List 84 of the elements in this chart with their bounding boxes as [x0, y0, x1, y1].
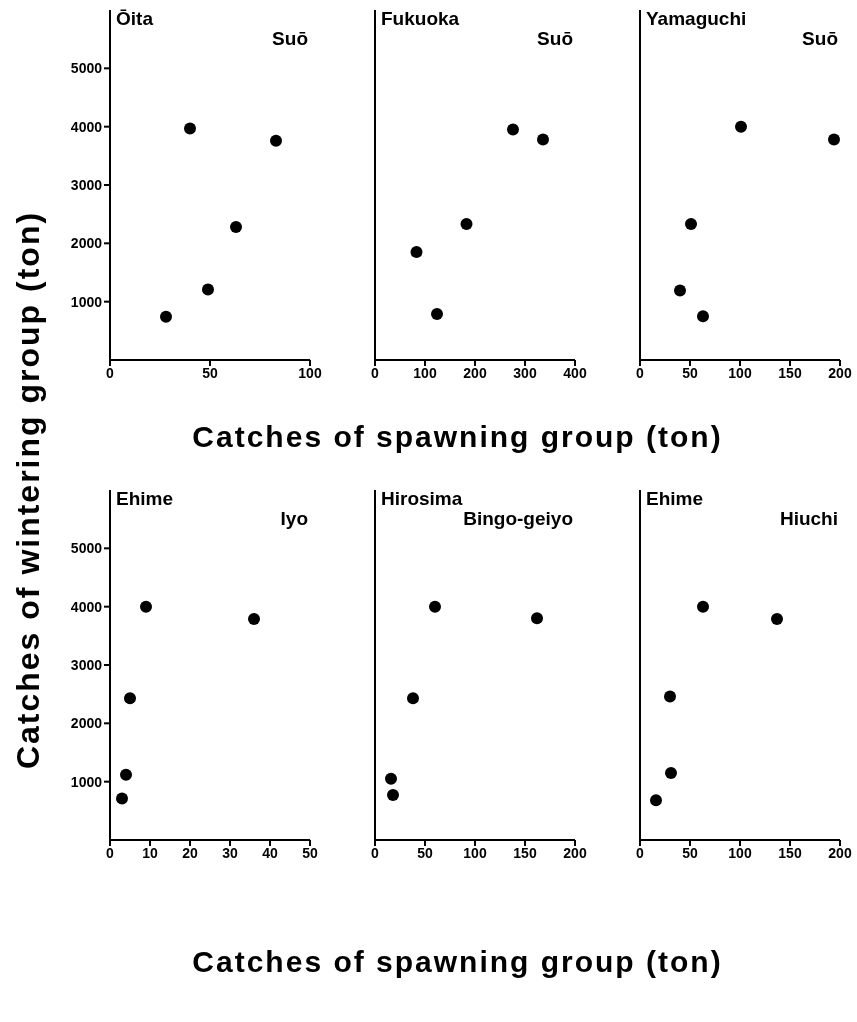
- x-tick-label: 40: [262, 844, 278, 861]
- point: [735, 120, 747, 133]
- y-tick-label: 1000: [70, 773, 103, 790]
- point: [184, 122, 196, 135]
- x-tick-label: 10: [142, 844, 158, 861]
- x-tick-label: 300: [513, 364, 537, 381]
- y-tick-label: 4000: [70, 598, 103, 615]
- y-tick-label: 2000: [70, 235, 103, 252]
- point: [124, 692, 136, 705]
- x-tick-label: 100: [413, 364, 437, 381]
- y-axis-title: Catches of wintering group (ton): [10, 209, 47, 772]
- point: [248, 612, 260, 625]
- chart-title: Ehime: [116, 488, 174, 510]
- point: [116, 792, 128, 805]
- text: Suō: [802, 28, 838, 50]
- text: Suō: [537, 28, 573, 50]
- point: [387, 789, 399, 802]
- x-tick-label: 20: [182, 844, 198, 861]
- chart-title: Hirosima: [381, 488, 463, 510]
- x-axis-title: Catches of spawning group (ton): [191, 945, 724, 979]
- x-tick-label: 50: [202, 364, 218, 381]
- x-tick-label: 0: [636, 364, 645, 381]
- point: [385, 772, 397, 785]
- y-tick-label: 3000: [70, 176, 103, 193]
- point: [230, 221, 242, 233]
- point: [410, 246, 423, 259]
- point: [507, 123, 519, 136]
- point: [531, 612, 543, 625]
- x-tick-label: 150: [778, 844, 802, 861]
- text: Hiuchi: [779, 508, 838, 530]
- x-tick-label: 100: [728, 364, 752, 381]
- point: [160, 310, 172, 323]
- point: [537, 133, 549, 146]
- x-tick-label: 0: [371, 844, 380, 861]
- point: [674, 284, 686, 297]
- text: Suō: [272, 28, 308, 50]
- x-tick-label: 200: [828, 844, 852, 861]
- point: [828, 133, 840, 146]
- point: [407, 692, 419, 705]
- point: [664, 690, 676, 703]
- point: [431, 307, 443, 320]
- chart-title: Ehime: [646, 488, 704, 510]
- x-tick-label: 200: [563, 844, 587, 861]
- x-tick-label: 200: [828, 364, 852, 381]
- point: [650, 794, 662, 807]
- x-tick-label: 50: [682, 844, 698, 861]
- point: [697, 600, 709, 613]
- point: [665, 766, 677, 779]
- x-tick-label: 150: [513, 844, 537, 861]
- x-tick-label: 400: [563, 364, 587, 381]
- chart-title: Fukuoka: [381, 8, 460, 30]
- x-tick-label: 50: [302, 844, 318, 861]
- chart-title: Ōita: [116, 8, 153, 30]
- chart-title: Yamaguchi: [646, 8, 747, 30]
- y-tick-label: 1000: [70, 293, 103, 310]
- point: [270, 134, 282, 147]
- x-tick-label: 50: [417, 844, 433, 861]
- point: [120, 768, 132, 781]
- point: [685, 218, 697, 231]
- x-tick-label: 0: [371, 364, 380, 381]
- x-tick-label: 100: [728, 844, 752, 861]
- text: Iyo: [280, 508, 308, 530]
- x-tick-label: 100: [298, 364, 322, 381]
- y-tick-label: 3000: [70, 656, 103, 673]
- x-tick-label: 30: [222, 844, 238, 861]
- y-tick-label: 5000: [70, 60, 103, 77]
- x-tick-label: 0: [636, 844, 645, 861]
- x-axis-title: Catches of spawning group (ton): [191, 420, 724, 454]
- x-tick-label: 200: [463, 364, 487, 381]
- x-tick-label: 50: [682, 364, 698, 381]
- point: [429, 600, 441, 613]
- y-tick-label: 5000: [70, 540, 103, 557]
- x-tick-label: 0: [106, 364, 115, 381]
- y-tick-label: 4000: [70, 118, 103, 135]
- x-tick-label: 0: [106, 844, 115, 861]
- x-tick-label: 100: [463, 844, 487, 861]
- x-tick-label: 150: [778, 364, 802, 381]
- point: [771, 612, 783, 625]
- text: Bingo-geiyo: [463, 508, 573, 530]
- point: [697, 310, 709, 323]
- point: [140, 600, 152, 613]
- y-tick-label: 2000: [70, 715, 103, 732]
- point: [460, 218, 473, 231]
- point: [202, 283, 214, 296]
